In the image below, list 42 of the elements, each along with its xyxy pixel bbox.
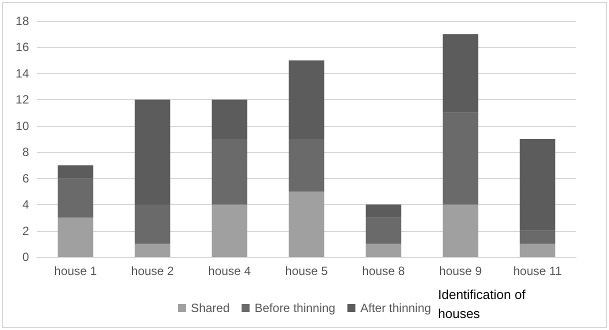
legend-label: After thinning bbox=[360, 301, 432, 315]
bar bbox=[212, 100, 248, 139]
bar bbox=[366, 218, 402, 244]
y-tick-label: 8 bbox=[22, 145, 30, 160]
x-tick-label: house 1 bbox=[54, 264, 98, 278]
bar bbox=[134, 100, 170, 205]
y-tick-label: 2 bbox=[22, 224, 30, 238]
legend-label: Shared bbox=[190, 301, 230, 315]
bar bbox=[366, 204, 402, 218]
x-tick-label: house 5 bbox=[285, 264, 328, 278]
bar bbox=[442, 204, 478, 257]
x-tick-label: house 11 bbox=[513, 264, 562, 278]
bar bbox=[520, 230, 556, 244]
bar bbox=[288, 191, 324, 257]
bar bbox=[58, 178, 94, 218]
bar bbox=[58, 218, 94, 257]
bar bbox=[520, 244, 556, 257]
bar bbox=[58, 165, 94, 178]
x-axis-title: Identification of houses bbox=[438, 287, 530, 321]
bar bbox=[288, 60, 324, 139]
bar bbox=[134, 244, 170, 257]
y-tick-label: 16 bbox=[16, 40, 30, 54]
y-tick-label: 6 bbox=[22, 171, 30, 186]
bar bbox=[288, 139, 324, 192]
y-tick-label: 18 bbox=[16, 14, 30, 28]
y-tick-label: 14 bbox=[16, 66, 30, 80]
x-tick-label: house 4 bbox=[208, 264, 252, 278]
x-tick-label: house 9 bbox=[439, 264, 482, 278]
y-tick-label: 4 bbox=[22, 198, 30, 212]
bar bbox=[366, 244, 402, 257]
bar bbox=[442, 112, 478, 205]
bar bbox=[520, 139, 556, 231]
legend-label: Before thinning bbox=[254, 301, 336, 315]
x-tick-label: house 2 bbox=[131, 264, 174, 278]
x-tick-label: house 8 bbox=[362, 264, 406, 278]
bar bbox=[212, 204, 248, 257]
y-tick-label: 0 bbox=[22, 250, 30, 264]
bar bbox=[134, 204, 170, 244]
y-tick-label: 12 bbox=[16, 92, 30, 107]
y-tick-label: 10 bbox=[16, 118, 30, 133]
bar bbox=[442, 34, 478, 113]
bar bbox=[212, 139, 248, 205]
